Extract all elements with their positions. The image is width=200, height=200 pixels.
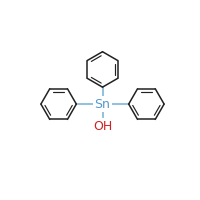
Text: Sn: Sn xyxy=(95,98,110,111)
Text: OH: OH xyxy=(93,120,112,133)
